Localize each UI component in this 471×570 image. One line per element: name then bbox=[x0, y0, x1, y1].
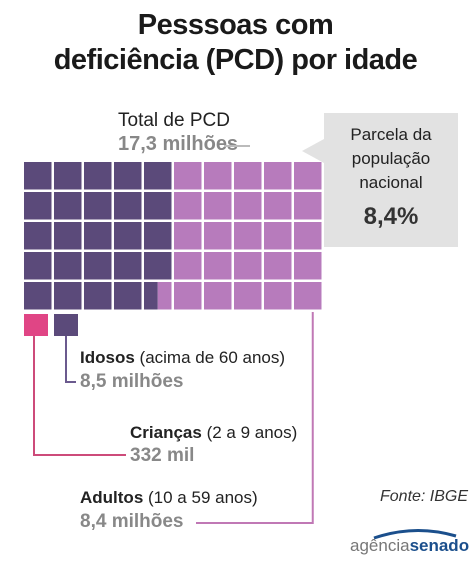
waffle-cell-adultos bbox=[264, 282, 292, 310]
waffle-cell-adultos bbox=[264, 192, 292, 220]
waffle-cell-adultos bbox=[174, 252, 202, 280]
waffle-cell-idosos bbox=[24, 162, 52, 190]
waffle-cell-idosos bbox=[54, 162, 82, 190]
legend-criancas: Crianças (2 a 9 anos) bbox=[130, 423, 297, 443]
waffle-cell-adultos bbox=[264, 162, 292, 190]
population-share-box: Parcela da população nacional 8,4% bbox=[302, 113, 458, 247]
source-note: Fonte: IBGE bbox=[380, 488, 469, 505]
waffle-cell-idosos bbox=[144, 252, 172, 280]
share-label-line3: nacional bbox=[359, 173, 423, 192]
waffle-cell-idosos bbox=[114, 252, 142, 280]
chart-title-line2: deficiência (PCD) por idade bbox=[53, 44, 418, 76]
waffle-cell-adultos bbox=[234, 162, 262, 190]
waffle-cell-adultos bbox=[234, 222, 262, 250]
waffle-cell-idosos bbox=[114, 222, 142, 250]
logo-swoosh-icon bbox=[373, 529, 457, 540]
waffle-cell-adultos bbox=[204, 252, 232, 280]
legend-criancas-qualifier: (2 a 9 anos) bbox=[206, 423, 298, 442]
chart-title-line1: Pesssoas com bbox=[137, 9, 334, 41]
waffle-cell-idosos bbox=[24, 282, 52, 310]
waffle-cell-idosos bbox=[114, 282, 142, 310]
share-label-line1: Parcela da bbox=[350, 125, 432, 144]
waffle-cell-adultos bbox=[174, 282, 202, 310]
waffle-cell-idosos bbox=[24, 252, 52, 280]
waffle-cell-idosos bbox=[84, 162, 112, 190]
leader-line-adultos bbox=[196, 312, 314, 524]
waffle-cell-adultos bbox=[174, 162, 202, 190]
waffle-cell-adultos bbox=[204, 192, 232, 220]
waffle-cell-idosos bbox=[84, 252, 112, 280]
waffle-cell-idosos bbox=[54, 282, 82, 310]
legend-adultos-qualifier: (10 a 59 anos) bbox=[148, 488, 258, 507]
population-share-value: 8,4% bbox=[363, 203, 419, 230]
waffle-cell-adultos bbox=[174, 222, 202, 250]
waffle-cell-adultos bbox=[234, 282, 262, 310]
waffle-cell-idosos bbox=[84, 222, 112, 250]
waffle-cell-adultos bbox=[264, 252, 292, 280]
waffle-cell-adultos bbox=[294, 222, 322, 250]
waffle-cell-adultos bbox=[294, 162, 322, 190]
waffle-cell-adultos bbox=[234, 252, 262, 280]
legend-adultos-name: Adultos bbox=[80, 488, 144, 507]
legend-idosos-value: 8,5 milhões bbox=[80, 371, 184, 392]
legend-adultos-value: 8,4 milhões bbox=[80, 511, 184, 532]
population-share-label: Parcela da população nacional bbox=[324, 113, 458, 195]
waffle-cell-idosos bbox=[144, 222, 172, 250]
waffle-cell-idosos bbox=[54, 222, 82, 250]
waffle-cell-adultos bbox=[157, 282, 172, 310]
waffle-cell-adultos bbox=[204, 222, 232, 250]
waffle-cell-adultos bbox=[204, 162, 232, 190]
leader-line-criancas bbox=[33, 336, 126, 456]
legend-idosos-qualifier: (acima de 60 anos) bbox=[139, 348, 286, 367]
total-label: Total de PCD bbox=[118, 110, 230, 131]
chart-title: Pesssoas com deficiência (PCD) por idade bbox=[0, 8, 471, 78]
legend-criancas-name: Crianças bbox=[130, 423, 202, 442]
waffle-cell-adultos bbox=[294, 192, 322, 220]
waffle-cell-criancas bbox=[24, 314, 48, 336]
waffle-cell-adultos bbox=[294, 252, 322, 280]
legend-idosos-name: Idosos bbox=[80, 348, 135, 367]
waffle-cell-adultos bbox=[234, 192, 262, 220]
waffle-cell-idosos bbox=[114, 162, 142, 190]
waffle-cell-adultos bbox=[294, 282, 322, 310]
leader-line-idosos bbox=[65, 336, 76, 383]
waffle-cell-idosos bbox=[114, 192, 142, 220]
legend-adultos: Adultos (10 a 59 anos) bbox=[80, 488, 258, 508]
waffle-cell-idosos bbox=[144, 192, 172, 220]
waffle-cell-idosos bbox=[24, 222, 52, 250]
waffle-cell-idosos bbox=[54, 192, 82, 220]
legend-idosos: Idosos (acima de 60 anos) bbox=[80, 348, 285, 368]
waffle-cell-idosos bbox=[24, 192, 52, 220]
waffle-cell-adultos bbox=[174, 192, 202, 220]
waffle-cell-adultos bbox=[264, 222, 292, 250]
logo-text-senado: senado bbox=[409, 536, 470, 555]
waffle-cell-idosos bbox=[84, 282, 112, 310]
waffle-cell-idosos bbox=[144, 162, 172, 190]
waffle-cell-idosos-extra bbox=[54, 314, 78, 336]
waffle-cell-adultos bbox=[204, 282, 232, 310]
agencia-senado-logo: agênciasenado bbox=[350, 536, 469, 556]
waffle-cell-idosos bbox=[144, 282, 158, 310]
legend-criancas-value: 332 mil bbox=[130, 445, 195, 466]
waffle-cell-idosos bbox=[84, 192, 112, 220]
waffle-cell-idosos bbox=[54, 252, 82, 280]
logo-text-agencia: agência bbox=[350, 536, 410, 555]
share-label-line2: população bbox=[351, 149, 431, 168]
total-value: 17,3 milhões bbox=[118, 133, 239, 155]
